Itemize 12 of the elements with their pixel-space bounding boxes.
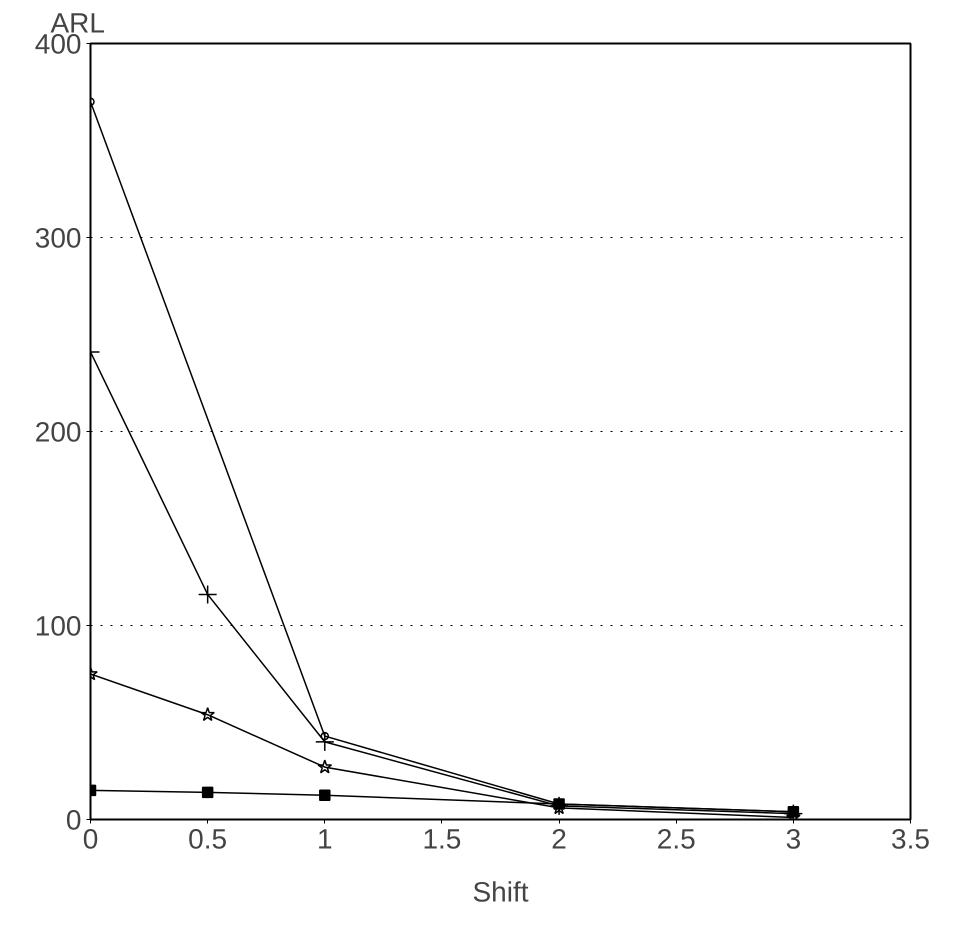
x-tick-label: 3.5 — [891, 824, 930, 854]
x-tick-label: 1.5 — [422, 824, 462, 854]
x-tick-label: 0.5 — [188, 824, 228, 854]
x-tick-label: 2 — [551, 824, 567, 854]
y-tick-label: 0 — [66, 804, 82, 836]
y-tick-label: 100 — [34, 610, 82, 642]
x-axis-title: Shift — [472, 876, 529, 908]
y-tick-label: 200 — [34, 416, 82, 448]
x-tick-label: 2.5 — [656, 824, 696, 854]
y-tick-label: 300 — [34, 222, 82, 254]
x-tick-label: 3 — [786, 824, 802, 854]
x-tick-label: 1 — [317, 824, 333, 854]
